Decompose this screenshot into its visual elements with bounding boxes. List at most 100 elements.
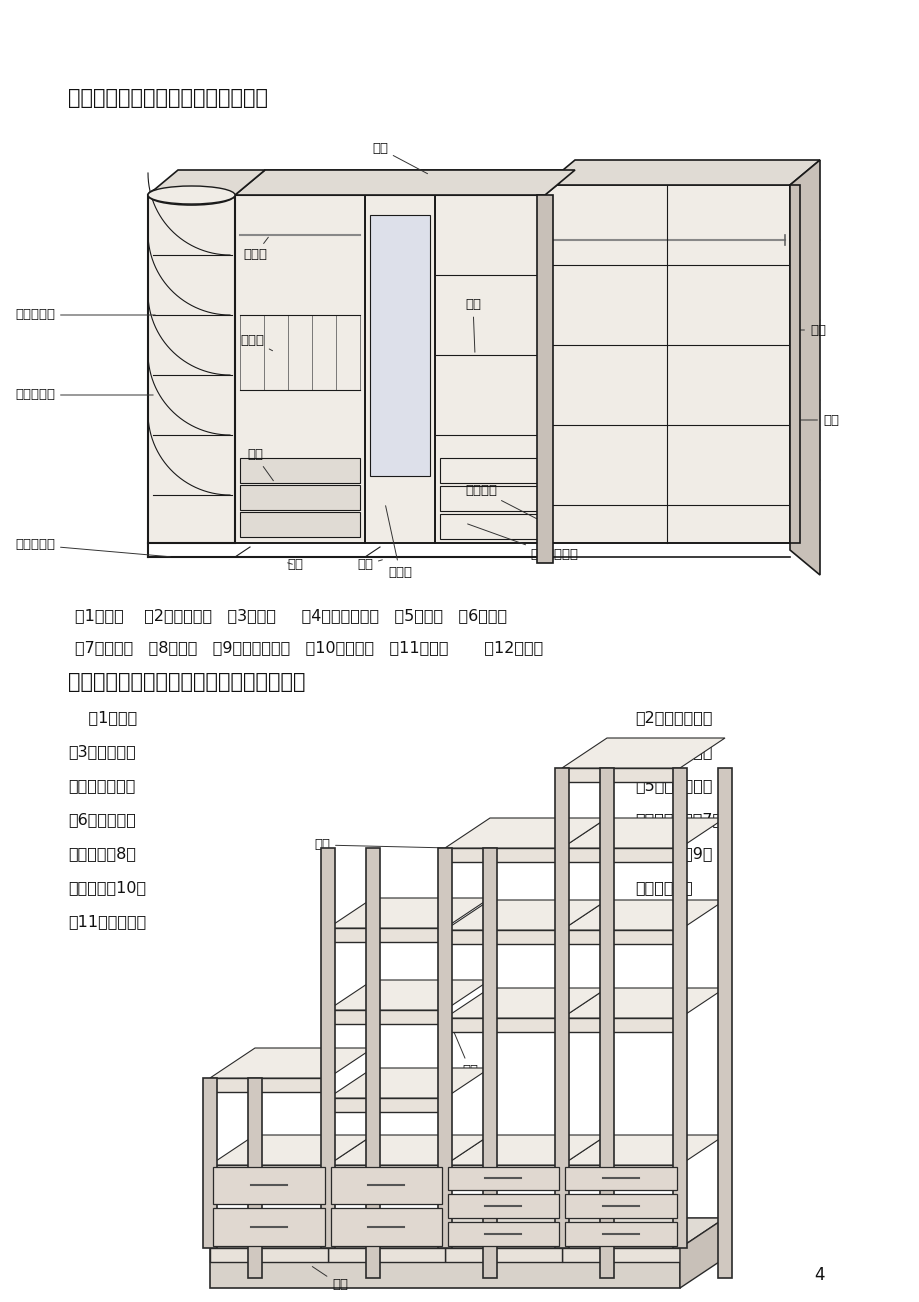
Text: 转角立撑: 转角立撑 <box>464 483 542 522</box>
Polygon shape <box>148 195 234 543</box>
Polygon shape <box>564 1167 676 1190</box>
Polygon shape <box>562 900 724 930</box>
Text: 独立抽屉吊柜: 独立抽屉吊柜 <box>467 523 577 561</box>
Polygon shape <box>435 184 560 195</box>
Text: （5）立柱固齿、: （5）立柱固齿、 <box>634 779 711 793</box>
Polygon shape <box>537 195 552 562</box>
Text: （7）格子架   （8）裤架   （9）独立抽屉柜   （10）穿衣镜   （11）拉篮       （12）顶柜: （7）格子架 （8）裤架 （9）独立抽屉柜 （10）穿衣镜 （11）拉篮 （12… <box>75 641 542 655</box>
Polygon shape <box>562 738 724 768</box>
Polygon shape <box>564 1194 676 1217</box>
Polygon shape <box>562 1249 679 1262</box>
Polygon shape <box>439 514 539 539</box>
Text: 圆弧柜背板: 圆弧柜背板 <box>15 388 153 401</box>
Polygon shape <box>554 768 568 1249</box>
Text: 背板: 背板 <box>797 323 825 336</box>
Polygon shape <box>321 848 335 1249</box>
Polygon shape <box>328 1165 445 1180</box>
Polygon shape <box>234 171 574 195</box>
Polygon shape <box>445 1018 562 1032</box>
Polygon shape <box>240 458 359 483</box>
Text: 挂衣杆: 挂衣杆 <box>243 237 268 262</box>
Text: （11）吊抽柜。: （11）吊抽柜。 <box>68 914 146 930</box>
Text: 脚线: 脚线 <box>357 559 382 572</box>
Ellipse shape <box>148 185 234 204</box>
Polygon shape <box>203 1078 217 1249</box>
Text: （3）立柱转角: （3）立柱转角 <box>68 743 136 759</box>
Text: （2）立柱底座、: （2）立柱底座、 <box>634 710 711 725</box>
Polygon shape <box>328 1068 490 1098</box>
Polygon shape <box>789 185 800 543</box>
Polygon shape <box>328 980 490 1010</box>
Polygon shape <box>564 1223 676 1246</box>
Polygon shape <box>562 1018 679 1032</box>
Polygon shape <box>328 898 490 928</box>
Text: 连接件、（4）立: 连接件、（4）立 <box>634 743 711 759</box>
Text: 柱固墙连接件、: 柱固墙连接件、 <box>68 779 135 793</box>
Polygon shape <box>439 486 539 510</box>
Polygon shape <box>448 1167 559 1190</box>
Text: 层板: 层板 <box>464 298 481 353</box>
Text: （1）侧板    （2）顶、底板   （3）层板     （4）转角柜立撑   （5）脚线   （6）背板: （1）侧板 （2）顶、底板 （3）层板 （4）转角柜立撑 （5）脚线 （6）背板 <box>75 608 506 622</box>
Text: （1）立柱: （1）立柱 <box>68 710 137 725</box>
Polygon shape <box>365 195 435 543</box>
Polygon shape <box>445 988 607 1018</box>
Polygon shape <box>331 1167 441 1204</box>
Text: 木层板、（8）: 木层板、（8） <box>68 846 136 861</box>
Text: 面板: 面板 <box>371 142 427 173</box>
Polygon shape <box>210 1217 372 1249</box>
Polygon shape <box>562 1217 724 1249</box>
Polygon shape <box>435 195 544 543</box>
Polygon shape <box>328 1135 490 1165</box>
Polygon shape <box>148 171 265 195</box>
Polygon shape <box>213 1167 324 1204</box>
Polygon shape <box>328 1217 490 1249</box>
Text: 侧板: 侧板 <box>800 414 838 427</box>
Text: 层板: 层板 <box>313 838 447 852</box>
Text: 4: 4 <box>814 1266 824 1284</box>
Polygon shape <box>328 928 445 943</box>
Text: 木层板托（10）: 木层板托（10） <box>68 880 146 894</box>
Polygon shape <box>210 1048 372 1078</box>
Polygon shape <box>544 185 789 543</box>
Polygon shape <box>562 848 679 862</box>
Polygon shape <box>210 1078 328 1092</box>
Text: 立柱: 立柱 <box>448 1021 478 1077</box>
Polygon shape <box>448 1194 559 1217</box>
Polygon shape <box>210 1217 724 1249</box>
Polygon shape <box>445 930 562 944</box>
Polygon shape <box>240 486 359 510</box>
Polygon shape <box>445 900 607 930</box>
Polygon shape <box>369 215 429 477</box>
Polygon shape <box>445 1135 607 1165</box>
Polygon shape <box>445 1249 562 1262</box>
Polygon shape <box>445 818 607 848</box>
Polygon shape <box>544 160 819 185</box>
Polygon shape <box>445 1165 562 1180</box>
Polygon shape <box>240 512 359 536</box>
Text: 脚柱: 脚柱 <box>312 1267 347 1292</box>
Polygon shape <box>331 1208 441 1246</box>
Polygon shape <box>248 1078 262 1279</box>
Text: 吊抽: 吊抽 <box>573 1208 606 1221</box>
Text: 圆弧柜脚线: 圆弧柜脚线 <box>15 539 170 557</box>
Text: 玻璃层板夹、: 玻璃层板夹、 <box>634 880 692 894</box>
Polygon shape <box>366 848 380 1279</box>
Text: 玻璃层板、（9）: 玻璃层板、（9） <box>634 846 711 861</box>
Polygon shape <box>445 1217 607 1249</box>
Polygon shape <box>213 1208 324 1246</box>
Text: 格子架: 格子架 <box>240 333 272 350</box>
Polygon shape <box>562 818 724 848</box>
Polygon shape <box>562 930 679 944</box>
Polygon shape <box>717 768 732 1279</box>
Polygon shape <box>210 1135 372 1165</box>
Text: 裤架: 裤架 <box>246 448 273 480</box>
Text: 圆弧柜层板: 圆弧柜层板 <box>15 309 155 322</box>
Text: 十、框架衣柜柜体结构图及单元部件名称：: 十、框架衣柜柜体结构图及单元部件名称： <box>68 672 305 691</box>
Polygon shape <box>210 1249 328 1262</box>
Polygon shape <box>482 848 496 1279</box>
Polygon shape <box>328 1098 445 1112</box>
Polygon shape <box>439 458 539 483</box>
Polygon shape <box>562 988 724 1018</box>
Polygon shape <box>234 195 365 543</box>
Text: 底板: 底板 <box>287 559 302 572</box>
